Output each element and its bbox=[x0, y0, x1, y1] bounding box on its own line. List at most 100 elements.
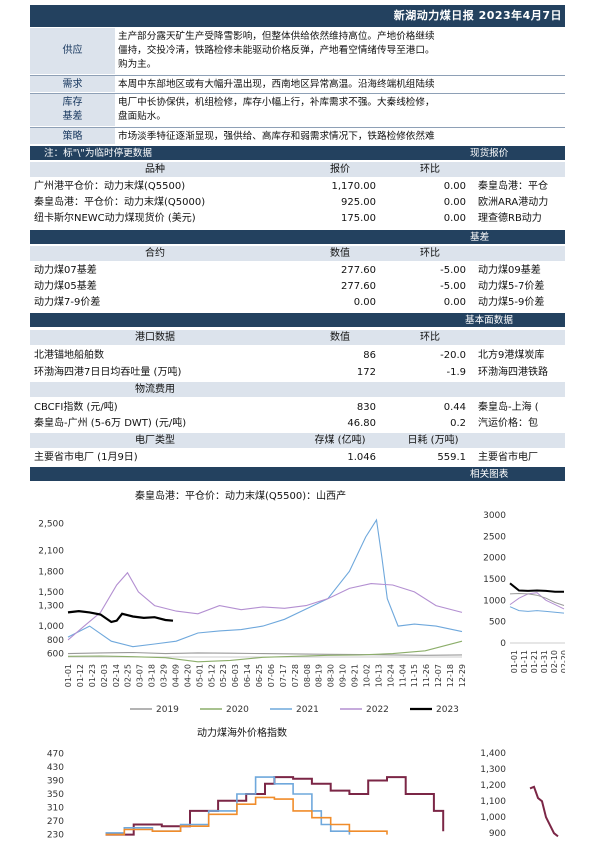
port-row-2-side: 环渤海四港铁路 bbox=[478, 367, 548, 378]
logistics-row-1-name: CBCFI指数 (元/吨) bbox=[34, 402, 118, 413]
chart-1r-ytick: 3000 bbox=[483, 511, 506, 521]
chart-2-right-partial: 1,400 1,300 1,200 1,100 1,000 900 bbox=[480, 749, 559, 839]
chart-1-xtick: 02-14 bbox=[112, 664, 121, 687]
charts-section-title: 相关图表 bbox=[470, 469, 509, 480]
chart-1-xtick: 02-03 bbox=[100, 664, 109, 687]
chart-1r-series-2 bbox=[509, 606, 565, 614]
spot-header-change: 环比 bbox=[420, 164, 440, 175]
port-row-1-side: 北方9港煤炭库 bbox=[478, 350, 545, 361]
spot-row-3-change: 0.00 bbox=[443, 213, 466, 224]
chart-1-xtick: 07-06 bbox=[267, 664, 276, 687]
chart-1-xtick: 11-04 bbox=[398, 664, 407, 687]
spot-header-name: 品种 bbox=[145, 164, 165, 175]
basis-row-1-value: 277.60 bbox=[341, 265, 376, 276]
chart-1-series-2023 bbox=[67, 609, 174, 624]
chart-1-xtick: 10-13 bbox=[374, 664, 383, 687]
chart-2r-ytick: 1,400 bbox=[480, 749, 506, 759]
chart-1r-ytick: 1500 bbox=[483, 575, 506, 585]
chart-1-xtick: 01-01 bbox=[64, 664, 73, 687]
chart-1r-ytick: 0 bbox=[500, 639, 506, 649]
logistics-row-2-side: 汽运价格：包 bbox=[478, 418, 538, 429]
chart-2-overseas-price-index: 470 430 390 350 310 270 230 bbox=[47, 749, 445, 841]
plant-header-type: 电厂类型 bbox=[135, 435, 175, 446]
chart-1-ytick: 2,500 bbox=[38, 519, 64, 529]
port-header-change: 环比 bbox=[420, 332, 440, 343]
basis-section-title: 基差 bbox=[470, 232, 490, 243]
plant-row-1-name: 主要省市电厂 (1月9日) bbox=[34, 452, 138, 463]
logistics-row-1-change: 0.44 bbox=[443, 402, 466, 413]
summary-supply-line-2: 僵持，交投冷清，铁路检修未能驱动价格反弹，产地看空情绪传导至港口。 bbox=[118, 45, 435, 56]
spot-row-1-side: 秦皇岛港：平仓 bbox=[478, 181, 548, 192]
summary-label-strategy bbox=[30, 128, 115, 144]
spot-row-3-price: 175.00 bbox=[341, 213, 376, 224]
summary-label-supply bbox=[30, 28, 115, 74]
chart-2r-ytick: 900 bbox=[489, 829, 506, 839]
chart-1-xtick: 11-15 bbox=[410, 664, 419, 687]
spot-section-bar bbox=[30, 146, 565, 160]
summary-inventory-line-1: 电厂中长协保供，机组检修，库存小幅上行，补库需求不强。大秦线检修， bbox=[118, 97, 435, 108]
chart-1-xtick: 04-20 bbox=[183, 664, 192, 687]
chart-2r-ytick: 1,200 bbox=[480, 781, 506, 791]
logistics-row-2-change: 0.2 bbox=[450, 418, 466, 429]
chart-1r-ytick: 1000 bbox=[483, 596, 506, 606]
fundamentals-section-title: 基本面数据 bbox=[465, 315, 513, 326]
chart-1-xtick: 08-19 bbox=[315, 664, 324, 687]
chart-2-title: 动力煤海外价格指数 bbox=[197, 728, 287, 739]
spot-row-1-change: 0.00 bbox=[443, 181, 466, 192]
basis-header-value: 数值 bbox=[330, 248, 350, 259]
summary-label-inventory-line-1: 库存 bbox=[62, 97, 83, 108]
chart-2r-ytick: 1,000 bbox=[480, 813, 506, 823]
basis-row-3-value: 0.00 bbox=[353, 297, 376, 308]
chart-1-legend-label-2019: 2019 bbox=[156, 705, 179, 715]
spot-row-3-name: 纽卡斯尔NEWC动力煤现货价 (美元) bbox=[34, 213, 196, 224]
charts-section-bar bbox=[30, 467, 565, 481]
chart-1-xtick: 10-02 bbox=[362, 664, 371, 687]
chart-1-ytick: 1,300 bbox=[38, 602, 64, 612]
chart-1-xtick: 10-24 bbox=[386, 664, 395, 687]
basis-row-2-change: -5.00 bbox=[440, 281, 466, 292]
chart-1r-xtick: 02-20 bbox=[560, 650, 565, 673]
basis-row-1-change: -5.00 bbox=[440, 265, 466, 276]
port-row-2-change: -1.9 bbox=[446, 367, 466, 378]
plant-header-stock: 存煤 (亿吨) bbox=[314, 435, 366, 446]
summary-inventory-line-2: 盘面贴水。 bbox=[118, 111, 166, 122]
basis-row-3-name: 动力煤7-9价差 bbox=[34, 297, 101, 308]
chart-2r-ytick: 1,100 bbox=[480, 797, 506, 807]
chart-1-xtick: 05-01 bbox=[195, 664, 204, 687]
plant-header-daily: 日耗 (万吨) bbox=[407, 435, 459, 446]
chart-1r-xtick: 01-21 bbox=[530, 650, 539, 673]
spot-section-title: 现货报价 bbox=[470, 148, 509, 159]
basis-row-1-side: 动力煤09基差 bbox=[478, 265, 541, 276]
chart-1-xtick: 08-30 bbox=[327, 664, 336, 687]
chart-2-ytick: 390 bbox=[47, 776, 64, 786]
report-title: 新湖动力煤日报 2023年4月7日 bbox=[393, 9, 562, 22]
spot-section-note: 注：标"\"为临时停更数据 bbox=[44, 148, 152, 159]
chart-1-legend-label-2021: 2021 bbox=[296, 705, 319, 715]
plant-row-1-stock: 1.046 bbox=[347, 452, 376, 463]
chart-1-legend-label-2023: 2023 bbox=[436, 705, 459, 715]
basis-row-3-side: 动力煤5-9价差 bbox=[478, 297, 545, 308]
chart-2-series-maroon bbox=[105, 776, 445, 836]
chart-1-xtick: 09-10 bbox=[339, 664, 348, 687]
report-title-bar bbox=[30, 5, 565, 27]
chart-1-xtick: 12-07 bbox=[434, 664, 443, 687]
summary-label-inventory-line-2: 基差 bbox=[62, 111, 83, 122]
chart-1-qhd-spot-price: 2,500 2,100 1,800 1,500 1,300 1,000 800 60001-0… bbox=[38, 518, 467, 715]
chart-1r-xtick: 01-01 bbox=[510, 650, 519, 673]
chart-1-ytick: 1,000 bbox=[38, 622, 64, 632]
basis-row-1-name: 动力煤07基差 bbox=[34, 265, 97, 276]
chart-2-series-orange bbox=[105, 796, 388, 836]
port-header-value: 数值 bbox=[330, 332, 350, 343]
basis-row-2-name: 动力煤05基差 bbox=[34, 281, 97, 292]
chart-1-ytick: 2,100 bbox=[38, 547, 64, 557]
chart-1-xtick: 08-08 bbox=[303, 664, 312, 687]
basis-header-contract: 合约 bbox=[145, 248, 165, 259]
summary-demand-line-1: 本周中东部地区或有大幅升温出现，西南地区异常高温。沿海终端机组陆续 bbox=[118, 79, 435, 90]
chart-1r-xtick: 02-10 bbox=[550, 650, 559, 673]
chart-2-ytick: 270 bbox=[47, 817, 64, 827]
chart-1-xtick: 06-25 bbox=[255, 664, 264, 687]
chart-1-xtick: 03-29 bbox=[160, 664, 169, 687]
basis-row-2-value: 277.60 bbox=[341, 281, 376, 292]
summary-label-supply-text: 供应 bbox=[62, 45, 83, 56]
